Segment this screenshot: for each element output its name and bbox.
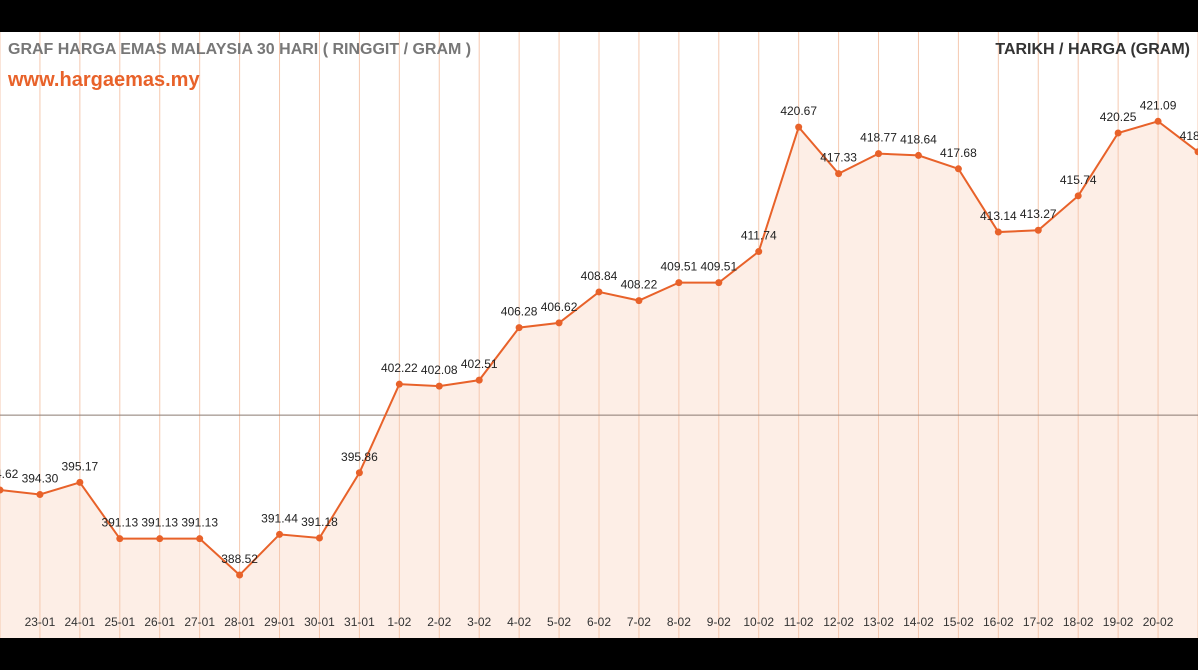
point <box>675 279 683 287</box>
x-tick-label: 17-02 <box>1023 615 1054 629</box>
data-label: 420.67 <box>780 104 817 118</box>
x-tick-label: 20-02 <box>1143 615 1174 629</box>
data-label: 391.18 <box>301 515 338 529</box>
x-tick-label: 24-01 <box>65 615 96 629</box>
x-tick-label: 16-02 <box>983 615 1014 629</box>
point <box>355 469 363 477</box>
point <box>914 151 922 159</box>
data-label: 388.52 <box>221 552 258 566</box>
x-tick-label: 3-02 <box>467 615 491 629</box>
x-tick-label: 30-01 <box>304 615 335 629</box>
x-tick-label: 18-02 <box>1063 615 1094 629</box>
x-tick-label: 29-01 <box>264 615 295 629</box>
data-label: 417.33 <box>820 151 857 165</box>
point <box>276 530 284 538</box>
data-label: 402.08 <box>421 363 458 377</box>
data-label: 408.84 <box>581 269 618 283</box>
point <box>635 297 643 305</box>
x-tick-label: 10-02 <box>743 615 774 629</box>
data-label: 418.64 <box>900 132 937 146</box>
point <box>156 535 164 543</box>
x-tick-label: 25-01 <box>104 615 135 629</box>
x-tick-label: 13-02 <box>863 615 894 629</box>
x-tick-label: 23-01 <box>25 615 56 629</box>
point <box>435 382 443 390</box>
point <box>475 376 483 384</box>
data-label: 418.90 <box>1180 129 1198 143</box>
point <box>875 150 883 158</box>
x-tick-label: 27-01 <box>184 615 215 629</box>
point <box>795 123 803 131</box>
point <box>515 324 523 332</box>
x-tick-label: 5-02 <box>547 615 571 629</box>
x-tick-label: 26-01 <box>144 615 175 629</box>
data-label: 406.28 <box>501 305 538 319</box>
data-label: 413.14 <box>980 209 1017 223</box>
point <box>954 165 962 173</box>
x-tick-label: 4-02 <box>507 615 531 629</box>
x-tick-label: 6-02 <box>587 615 611 629</box>
point <box>236 571 244 579</box>
point <box>395 380 403 388</box>
chart-subtitle: www.hargaemas.my <box>7 69 200 91</box>
chart-title: GRAF HARGA EMAS MALAYSIA 30 HARI ( RINGG… <box>8 41 471 58</box>
data-label: 409.51 <box>700 260 737 274</box>
data-label: 402.22 <box>381 361 418 375</box>
x-tick-label: 7-02 <box>627 615 651 629</box>
point <box>1114 129 1122 137</box>
data-label: 408.22 <box>621 278 658 292</box>
point <box>755 248 763 256</box>
data-label: 409.51 <box>661 260 698 274</box>
point <box>994 228 1002 236</box>
data-label: 415.74 <box>1060 173 1097 187</box>
point <box>1074 192 1082 200</box>
x-tick-label: 12-02 <box>823 615 854 629</box>
data-label: 391.13 <box>181 516 218 530</box>
data-label: 394.62 <box>0 467 19 481</box>
x-tick-label: 15-02 <box>943 615 974 629</box>
x-tick-label: 8-02 <box>667 615 691 629</box>
data-label: 391.13 <box>101 516 138 530</box>
data-label: 391.44 <box>261 511 298 525</box>
point <box>1034 226 1042 234</box>
data-label: 417.68 <box>940 146 977 160</box>
point <box>116 535 124 543</box>
x-tick-label: 19-02 <box>1103 615 1134 629</box>
point <box>0 486 4 494</box>
point <box>1154 117 1162 125</box>
point <box>835 170 843 178</box>
plot: 23-01 24-01 25-01 26-01 27-01 28-01 29-01 30-01… <box>0 32 1198 639</box>
data-label: 391.13 <box>141 516 178 530</box>
data-label: 420.25 <box>1100 110 1137 124</box>
data-label: 418.77 <box>860 131 897 145</box>
x-tick-label: 1-02 <box>387 615 411 629</box>
data-label: 402.51 <box>461 357 498 371</box>
data-label: 411.74 <box>741 229 777 243</box>
point <box>76 478 84 486</box>
point <box>595 288 603 296</box>
x-tick-label: 31-01 <box>344 615 375 629</box>
data-label: 394.30 <box>22 472 59 486</box>
point <box>715 279 723 287</box>
x-tick-label: 28-01 <box>224 615 255 629</box>
data-label: 395.86 <box>341 450 378 464</box>
x-tick-label: 2-02 <box>427 615 451 629</box>
data-label: 395.17 <box>62 459 99 473</box>
point <box>36 491 44 499</box>
point <box>196 535 204 543</box>
x-tick-label: 11-02 <box>784 615 814 629</box>
point <box>315 534 323 542</box>
data-label: 421.09 <box>1140 98 1177 112</box>
point <box>555 319 563 327</box>
data-label: 413.27 <box>1020 207 1057 221</box>
data-label: 406.62 <box>541 300 578 314</box>
x-tick-label: 14-02 <box>903 615 934 629</box>
point <box>1194 148 1198 156</box>
legend-text: TARIKH / HARGA (GRAM) <box>995 41 1190 58</box>
x-tick-label: 9-02 <box>707 615 731 629</box>
